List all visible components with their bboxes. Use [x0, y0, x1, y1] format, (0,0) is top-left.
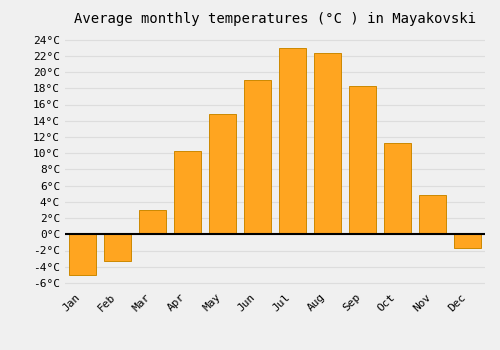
Bar	[314, 54, 340, 234]
Bar	[280, 48, 305, 234]
Bar	[420, 195, 446, 234]
Bar	[140, 210, 166, 234]
Title: Average monthly temperatures (°C ) in Mayakovski: Average monthly temperatures (°C ) in Ma…	[74, 12, 476, 26]
Bar	[350, 86, 376, 234]
Bar	[454, 234, 480, 248]
Bar	[384, 144, 410, 234]
Bar	[174, 151, 201, 234]
Bar	[210, 114, 236, 234]
Bar	[70, 234, 96, 275]
Bar	[244, 80, 270, 234]
Bar	[104, 234, 130, 261]
